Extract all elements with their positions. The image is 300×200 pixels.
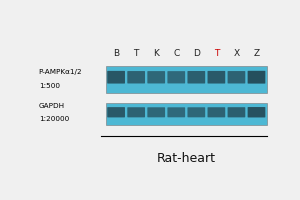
Text: Z: Z (254, 49, 260, 58)
FancyBboxPatch shape (107, 71, 125, 84)
Text: P-AMPKα1/2: P-AMPKα1/2 (39, 69, 82, 75)
Bar (106, 103, 266, 125)
Text: C: C (173, 49, 179, 58)
FancyBboxPatch shape (248, 71, 266, 84)
FancyBboxPatch shape (107, 107, 125, 117)
FancyBboxPatch shape (228, 71, 245, 83)
Text: 1:500: 1:500 (39, 83, 60, 89)
Text: T: T (134, 49, 139, 58)
FancyBboxPatch shape (147, 107, 165, 117)
FancyBboxPatch shape (228, 107, 245, 117)
FancyBboxPatch shape (188, 107, 205, 117)
Text: K: K (153, 49, 159, 58)
FancyBboxPatch shape (167, 71, 185, 83)
FancyBboxPatch shape (147, 71, 165, 83)
Text: D: D (193, 49, 200, 58)
Text: GAPDH: GAPDH (39, 103, 65, 109)
FancyBboxPatch shape (248, 107, 266, 117)
Text: T: T (214, 49, 219, 58)
FancyBboxPatch shape (127, 71, 145, 83)
FancyBboxPatch shape (188, 71, 205, 84)
Text: 1:20000: 1:20000 (39, 116, 69, 122)
Bar (106, 66, 266, 93)
FancyBboxPatch shape (208, 71, 225, 84)
Text: X: X (233, 49, 239, 58)
Text: B: B (113, 49, 119, 58)
FancyBboxPatch shape (167, 107, 185, 117)
FancyBboxPatch shape (208, 107, 225, 117)
Text: Rat-heart: Rat-heart (157, 152, 216, 165)
FancyBboxPatch shape (127, 107, 145, 117)
